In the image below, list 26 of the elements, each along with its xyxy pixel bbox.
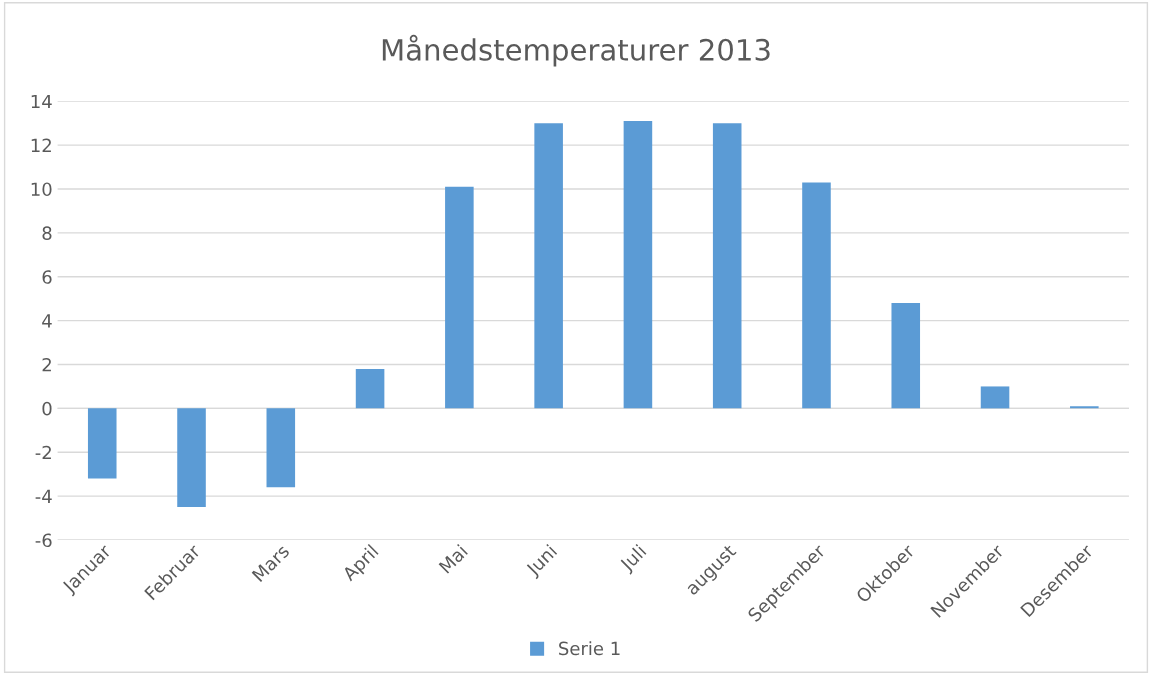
bar [87,408,117,479]
bar [891,303,921,409]
y-tick-label: 12 [31,138,51,152]
bar [177,408,206,508]
y-tick-label: 10 [31,182,52,197]
bar [712,123,742,409]
y-tick-label: 0 [42,401,52,416]
bar [802,182,831,409]
legend-label: Serie 1 [559,641,620,656]
chart-title: Månedstemperaturer 2013 [382,34,770,67]
y-tick-label: -4 [35,489,52,503]
bar [1070,406,1099,409]
bar [266,408,296,488]
y-tick-label: -2 [35,445,51,460]
bar [355,368,385,409]
bar [445,186,474,409]
y-tick-label: 4 [42,314,52,328]
bar [980,386,1010,409]
y-tick-label: 14 [31,94,52,109]
bar [534,123,563,409]
y-tick-label: -6 [35,533,52,548]
y-tick-label: 6 [42,270,52,284]
x-tick-label: Mai [438,543,469,574]
y-tick-label: 2 [42,357,51,372]
bar [623,120,653,409]
y-tick-label: 8 [42,226,52,240]
